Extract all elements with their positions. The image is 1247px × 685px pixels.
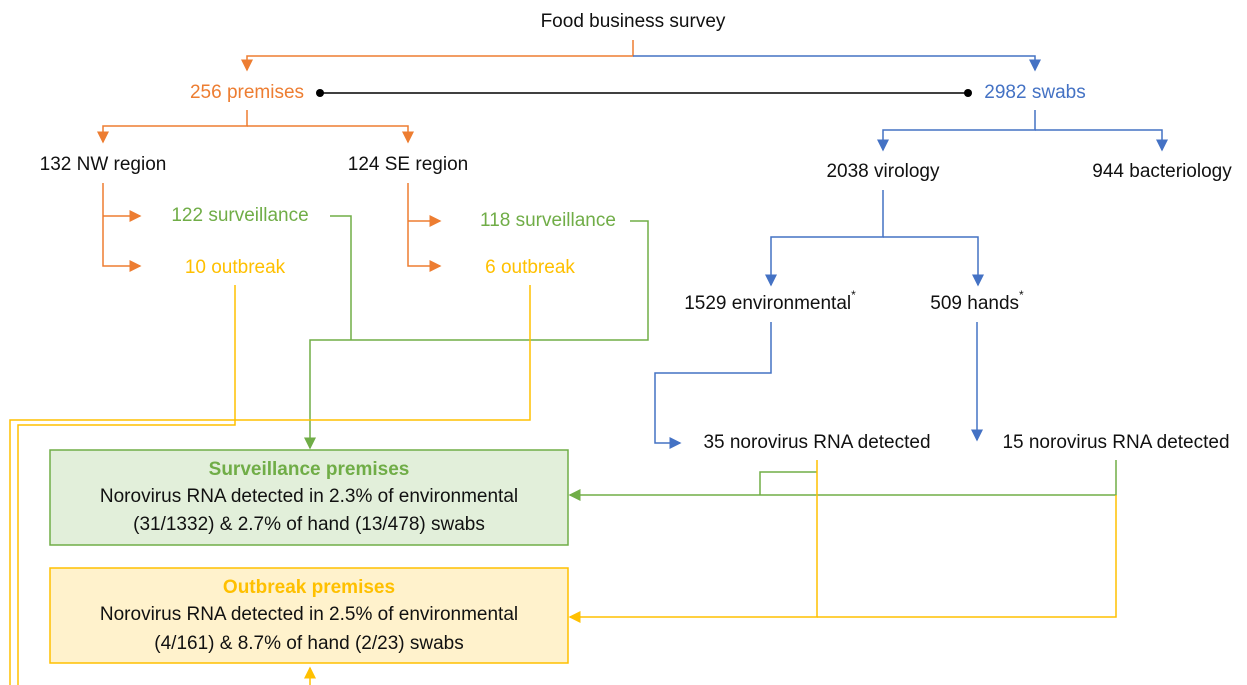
box-line: (31/1332) & 2.7% of hand (13/478) swabs: [133, 514, 485, 535]
node: Food business survey: [541, 11, 726, 32]
connectors: [9, 40, 1168, 685]
node: 2038 virology: [826, 161, 940, 182]
node: 35 norovirus RNA detected: [703, 432, 930, 453]
footnote-mark: *: [1019, 288, 1024, 302]
node: 256 premises: [190, 82, 304, 103]
node: 1529 environmental*: [684, 288, 856, 314]
footnote-mark: *: [851, 288, 856, 302]
outbreak-box: [49, 567, 569, 664]
node: 6 outbreak: [485, 257, 575, 278]
node: 10 outbreak: [185, 257, 286, 278]
box-title: Surveillance premises: [209, 459, 410, 480]
node: 944 bacteriology: [1092, 161, 1232, 182]
box-line: Norovirus RNA detected in 2.5% of enviro…: [100, 604, 518, 625]
node-label: 509 hands: [930, 293, 1019, 314]
node: 509 hands*: [930, 288, 1024, 314]
surveillance-box: [49, 449, 569, 546]
node: 118 surveillance: [480, 210, 616, 231]
node: 2982 swabs: [984, 82, 1085, 103]
node-label: 1529 environmental: [684, 293, 851, 314]
box-title: Outbreak premises: [223, 577, 395, 598]
box-line: Norovirus RNA detected in 2.3% of enviro…: [100, 486, 518, 507]
node: 122 surveillance: [171, 205, 308, 226]
node: 132 NW region: [40, 154, 167, 175]
box-line: (4/161) & 8.7% of hand (2/23) swabs: [154, 633, 463, 654]
node: 15 norovirus RNA detected: [1002, 432, 1229, 453]
node: 124 SE region: [348, 154, 468, 175]
